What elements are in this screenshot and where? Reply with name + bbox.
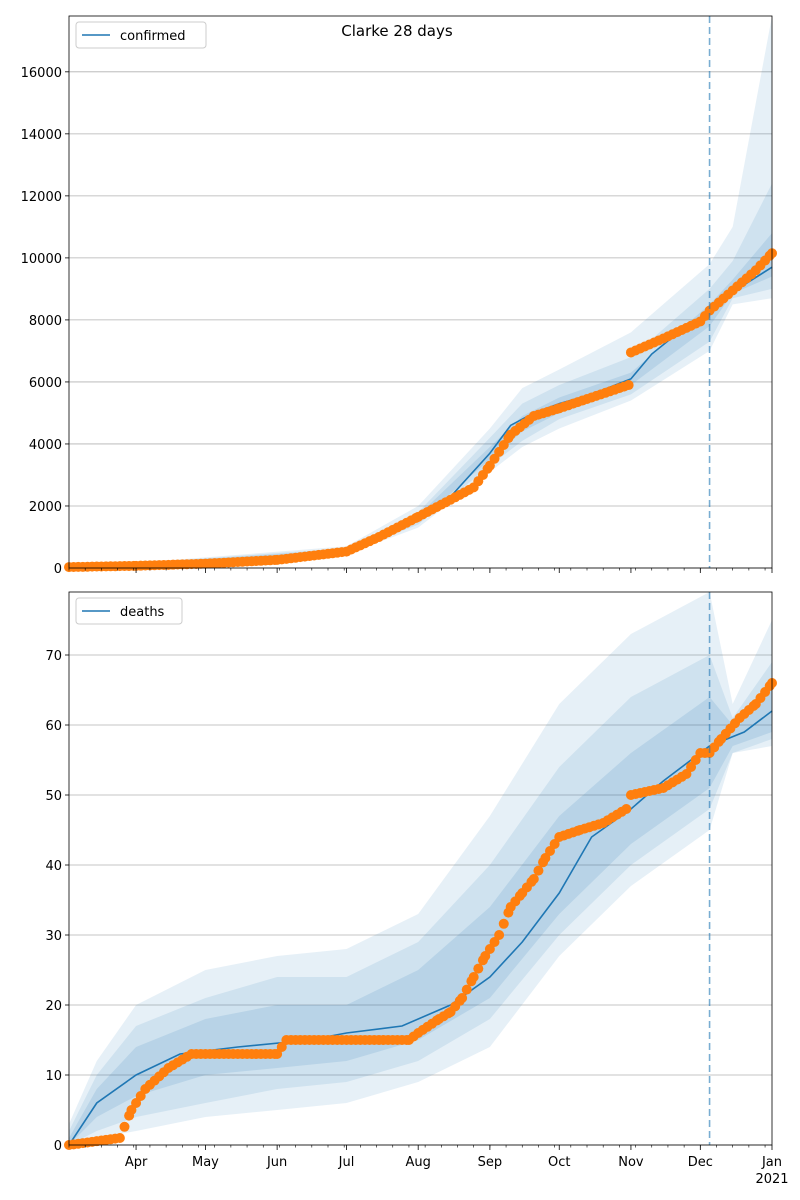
x-tick-label: Nov <box>618 1155 644 1170</box>
y-tick-label: 2000 <box>29 500 62 515</box>
y-tick-label: 6000 <box>29 376 62 391</box>
legend: deaths <box>75 597 183 625</box>
x-tick-label: Aug <box>405 1155 430 1170</box>
observed-point <box>114 1133 125 1143</box>
x-tick-label: May <box>192 1155 219 1170</box>
x-tick-year-label: 2021 <box>755 1172 788 1187</box>
y-tick-label: 60 <box>45 719 62 734</box>
uncertainty-band-inner <box>69 683 772 1145</box>
y-tick-label: 0 <box>54 1139 62 1154</box>
y-tick-label: 10 <box>45 1069 62 1084</box>
observed-point <box>494 930 505 940</box>
uncertainty-band-outer <box>69 16 772 568</box>
observed-point <box>461 984 472 995</box>
y-tick-label: 50 <box>45 789 62 804</box>
panel-confirmed: 0 2000 4000 6000 8000 10000 12000 14000 16000 con… <box>21 15 777 577</box>
y-tick-label: 14000 <box>21 128 62 143</box>
y-tick-label: 10000 <box>21 252 62 267</box>
panel-deaths: 0 10 20 30 40 50 60 70 deaths <box>45 591 777 1154</box>
y-tick-label: 0 <box>54 562 62 577</box>
plot-frame <box>68 15 773 569</box>
legend-label: confirmed <box>120 29 186 44</box>
plot-frame <box>68 591 773 1146</box>
y-tick-label: 70 <box>45 649 62 664</box>
x-tick-label: Jan <box>761 1155 782 1170</box>
y-tick-label: 30 <box>45 929 62 944</box>
observed-point <box>528 874 539 884</box>
uncertainty-band-mid <box>69 183 772 568</box>
x-tick-label: Jun <box>266 1155 287 1170</box>
observed-point <box>457 993 468 1003</box>
observed-point <box>623 380 634 391</box>
x-tick-label: Oct <box>548 1155 570 1170</box>
chart-title: Clarke 28 days <box>341 22 453 40</box>
uncertainty-band-mid <box>69 655 772 1145</box>
x-tick-label: Jul <box>338 1155 355 1170</box>
y-tick-label: 8000 <box>29 314 62 329</box>
x-tick-label: Dec <box>688 1155 713 1170</box>
legend: confirmed <box>75 21 207 49</box>
y-tick-label: 16000 <box>21 66 62 81</box>
x-tick-label: Apr <box>125 1155 148 1170</box>
observed-point <box>473 963 484 974</box>
observed-point <box>498 918 509 929</box>
observed-point <box>468 972 479 982</box>
observed-point <box>533 865 544 876</box>
legend-label: deaths <box>120 605 165 620</box>
y-tick-label: 4000 <box>29 438 62 453</box>
uncertainty-band-outer <box>69 592 772 1145</box>
x-tick-label: Sep <box>478 1155 503 1170</box>
y-tick-label: 12000 <box>21 190 62 205</box>
y-tick-label: 20 <box>45 999 62 1014</box>
observed-point <box>621 804 632 814</box>
y-tick-label: 40 <box>45 859 62 874</box>
observed-point <box>119 1121 130 1132</box>
x-axis-dates: Apr May Jun Jul Aug Sep Oct Nov Dec Jan 2021 <box>125 568 789 1187</box>
